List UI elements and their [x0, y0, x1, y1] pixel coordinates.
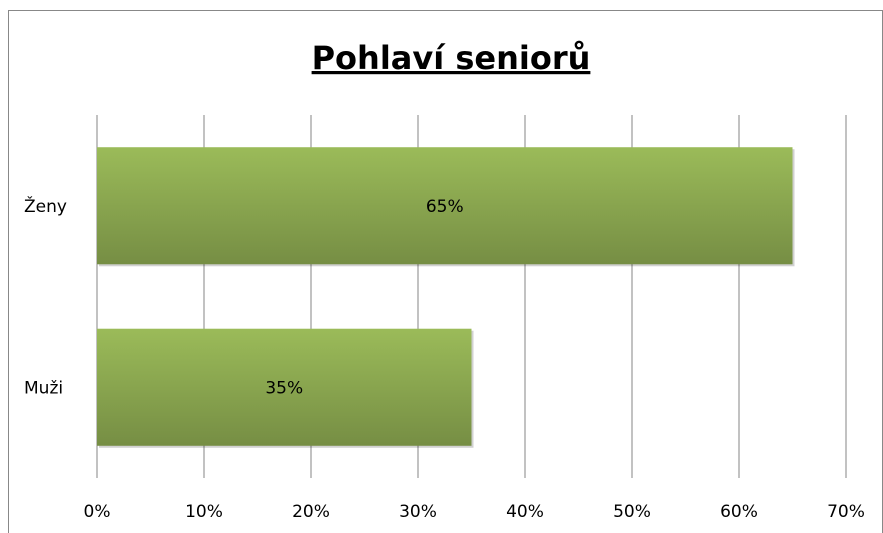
y-tick-label: Ženy [24, 195, 67, 217]
x-tick-label: 0% [84, 502, 111, 522]
x-tick-label: 40% [506, 502, 544, 522]
chart-border [8, 10, 883, 533]
y-tick-label: Muži [24, 378, 63, 398]
x-tick-label: 10% [185, 502, 223, 522]
x-tick-label: 20% [292, 502, 330, 522]
data-label: 35% [265, 378, 303, 398]
bar [97, 147, 793, 265]
chart-title: Pohlaví seniorů [312, 39, 591, 77]
x-tick-label: 60% [720, 502, 758, 522]
x-tick-label: 70% [827, 502, 865, 522]
x-tick-label: 30% [399, 502, 437, 522]
bar [97, 328, 472, 446]
x-tick-label: 50% [613, 502, 651, 522]
data-label: 65% [426, 197, 464, 217]
